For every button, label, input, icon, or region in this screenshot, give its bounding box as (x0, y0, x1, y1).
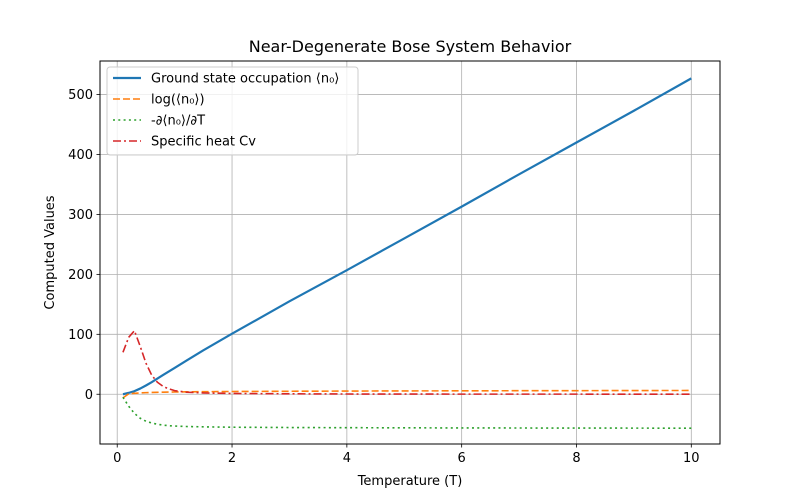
x-tick-label: 6 (458, 451, 466, 466)
y-tick-label: 100 (68, 328, 93, 343)
legend: Ground state occupation ⟨n₀⟩ log(⟨n₀⟩) -∂⟨… (106, 66, 359, 156)
x-tick-label: 4 (343, 451, 351, 466)
legend-label-3: -∂⟨n₀⟩/∂T (151, 114, 205, 129)
legend-box (106, 66, 359, 156)
legend-items: Ground state occupation ⟨n₀⟩ log(⟨n₀⟩) -∂⟨… (113, 72, 339, 150)
x-tick-label: 2 (228, 451, 236, 466)
x-tick-label: 8 (572, 451, 580, 466)
series-lines (122, 77, 692, 429)
y-tick-label: 300 (68, 208, 93, 223)
series-line-3 (122, 396, 692, 429)
x-axis-label: Temperature (T) (357, 474, 463, 489)
series-line-4 (122, 329, 692, 395)
plot-frame (99, 60, 721, 445)
legend-label-4: Specific heat Cv (151, 135, 256, 150)
chart-title: Near-Degenerate Bose System Behavior (249, 37, 572, 56)
y-tick-label: 0 (85, 388, 93, 403)
x-tick-label: 0 (113, 451, 121, 466)
y-tick-label: 200 (68, 268, 93, 283)
legend-label-2: log(⟨n₀⟩) (151, 93, 205, 108)
series-line-1 (122, 77, 692, 396)
y-axis-label: Computed Values (43, 195, 58, 309)
y-tick-label: 400 (68, 148, 93, 163)
x-tick-label: 10 (683, 451, 700, 466)
y-tick-label: 500 (68, 88, 93, 103)
legend-label-1: Ground state occupation ⟨n₀⟩ (151, 72, 339, 87)
